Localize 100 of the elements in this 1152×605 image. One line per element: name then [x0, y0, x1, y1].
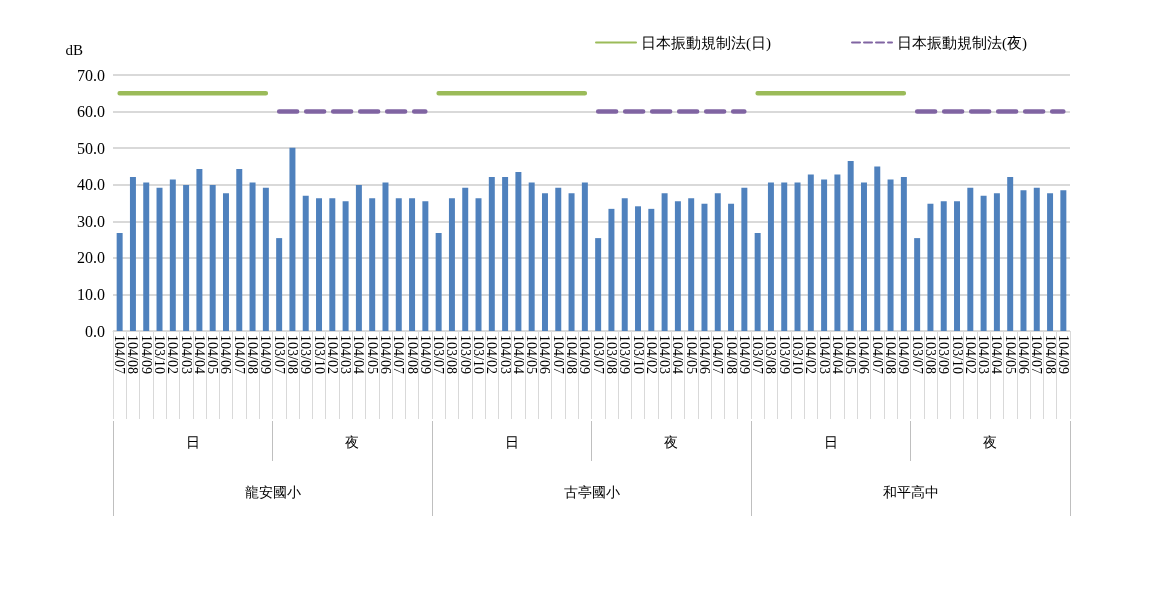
x-tick-label: 103/09	[776, 335, 792, 374]
bar	[196, 168, 203, 331]
x-tick-label: 104/07	[1029, 335, 1045, 374]
x-tick-label: 104/06	[377, 335, 393, 374]
x-tick-label: 104/08	[883, 335, 899, 374]
x-tick-label: 104/07	[710, 335, 726, 374]
bar	[781, 182, 788, 331]
bar	[754, 232, 761, 331]
bar	[462, 187, 469, 331]
x-tick-label: 104/09	[577, 335, 593, 374]
x-tick-label: 104/07	[391, 335, 407, 374]
x-tick-label: 104/09	[258, 335, 274, 374]
x-tick-label: 104/02	[484, 335, 500, 374]
x-tick-label: 103/10	[311, 335, 327, 374]
y-tick-label: 0.0	[85, 322, 105, 340]
bar	[262, 187, 269, 331]
bar	[581, 182, 588, 331]
x-tick-label: 103/08	[284, 335, 300, 374]
bar	[355, 185, 362, 331]
bar	[528, 182, 535, 331]
y-tick-label: 50.0	[77, 139, 105, 157]
x-tick-label: 104/04	[670, 335, 686, 374]
bar	[329, 198, 336, 331]
x-tick-label: 104/05	[364, 335, 380, 374]
bar	[209, 185, 216, 331]
x-tick-label: 104/08	[564, 335, 580, 374]
bar	[954, 201, 961, 331]
x-tick-label: 104/03	[497, 335, 513, 374]
x-tick-label: 104/05	[683, 335, 699, 374]
bar	[502, 177, 509, 331]
x-tick-label: 103/10	[630, 335, 646, 374]
bar	[834, 174, 841, 331]
x-tick-label: 104/03	[338, 335, 354, 374]
x-tick-label: 103/08	[763, 335, 779, 374]
text: 夜	[983, 434, 998, 450]
y-tick-label: 20.0	[77, 249, 105, 267]
bar	[688, 198, 695, 331]
bar	[900, 177, 907, 331]
bar	[887, 179, 894, 331]
bar	[249, 182, 256, 331]
x-tick-label: 103/09	[457, 335, 473, 374]
x-tick-label: 104/08	[245, 335, 261, 374]
y-tick-label: 40.0	[77, 176, 105, 194]
x-tick-label: 103/10	[790, 335, 806, 374]
bar	[435, 232, 442, 331]
y-tick-label: 30.0	[77, 212, 105, 230]
bar	[807, 174, 814, 331]
x-tick-label: 104/02	[324, 335, 340, 374]
text: 夜	[664, 434, 679, 450]
x-tick-label: 103/09	[617, 335, 633, 374]
x-tick-label: 104/03	[816, 335, 832, 374]
x-tick-label: 104/05	[843, 335, 859, 374]
bar	[714, 193, 721, 331]
bar	[116, 232, 123, 331]
x-tick-label: 103/08	[603, 335, 619, 374]
bar	[222, 193, 229, 331]
bar	[635, 206, 642, 331]
bar	[767, 182, 774, 331]
x-tick-label: 104/05	[205, 335, 221, 374]
x-tick-label: 104/04	[829, 335, 845, 374]
bar	[129, 177, 136, 331]
x-tick-label: 104/09	[138, 335, 154, 374]
bar	[927, 203, 934, 331]
bar	[316, 198, 323, 331]
bar	[821, 179, 828, 331]
bar	[302, 195, 309, 331]
x-tick-label: 104/07	[231, 335, 247, 374]
bar	[448, 198, 455, 331]
x-tick-label: 104/05	[524, 335, 540, 374]
bar	[555, 187, 562, 331]
bar	[143, 182, 150, 331]
bar	[395, 198, 402, 331]
x-tick-label: 103/10	[471, 335, 487, 374]
x-tick-label: 104/02	[165, 335, 181, 374]
x-tick-label: 103/09	[298, 335, 314, 374]
bar	[794, 182, 801, 331]
text: 龍安國小	[244, 484, 301, 500]
x-tick-label: 104/04	[351, 335, 367, 374]
x-tick-label: 104/09	[736, 335, 752, 374]
bar	[701, 203, 708, 331]
x-tick-label: 104/06	[218, 335, 234, 374]
text: 古亭國小	[563, 484, 620, 500]
bar	[289, 147, 296, 331]
x-tick-label: 104/07	[869, 335, 885, 374]
bar	[156, 187, 163, 331]
x-tick-label: 103/07	[909, 335, 925, 374]
x-tick-label: 104/08	[1042, 335, 1058, 374]
x-tick-label: 104/04	[510, 335, 526, 374]
bar	[595, 238, 602, 331]
bar	[674, 201, 681, 331]
x-tick-label: 103/08	[444, 335, 460, 374]
bar	[276, 238, 283, 331]
bar	[940, 201, 947, 331]
x-tick-label: 104/09	[1055, 335, 1071, 374]
bar	[728, 203, 735, 331]
bar	[342, 201, 349, 331]
x-tick-label: 103/07	[590, 335, 606, 374]
bar	[608, 208, 615, 331]
text: 日	[823, 434, 838, 450]
x-tick-label: 104/02	[962, 335, 978, 374]
